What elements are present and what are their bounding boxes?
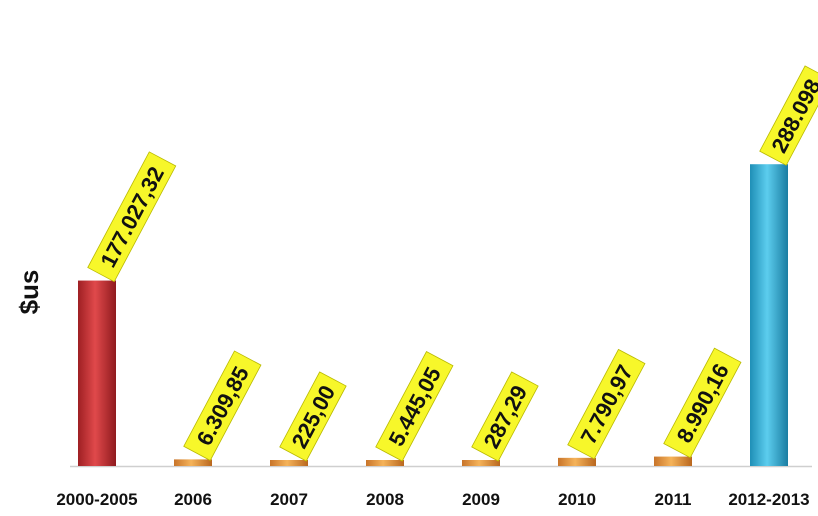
x-tick-label-2000-2005: 2000-2005 <box>56 490 137 509</box>
bar-2006 <box>174 459 212 466</box>
data-label-2009: 287,29 <box>471 371 539 462</box>
data-label-box <box>567 348 646 460</box>
x-tick-label-2011: 2011 <box>655 490 692 509</box>
x-tick-label-2010: 2010 <box>558 490 596 509</box>
data-label-text: 225,00 <box>287 381 341 452</box>
data-label-box <box>279 371 347 462</box>
data-label-2012-2013: 288.098 <box>759 65 818 166</box>
x-tick-labels-group: 2000-2005 2006 2007 2008 2009 2010 2011 2012-20… <box>56 490 809 509</box>
data-label-box <box>663 347 742 459</box>
x-tick-label-2012-2013: 2012-2013 <box>728 490 809 509</box>
bar-2009 <box>462 460 500 466</box>
data-label-2008: 5.445,05 <box>375 351 454 462</box>
bar-2011 <box>654 456 692 466</box>
bars-group <box>78 164 788 466</box>
data-label-2006: 6.309,85 <box>183 350 262 461</box>
x-tick-label-2006: 2006 <box>174 490 212 509</box>
data-label-box <box>87 151 177 283</box>
data-label-text: 177.027,32 <box>95 162 169 271</box>
data-labels-group: 177.027,32 6.309,85 225,00 5.445,05 287,29 7.… <box>87 65 818 462</box>
data-label-2000-2005: 177.027,32 <box>87 151 177 283</box>
x-tick-label-2007: 2007 <box>270 490 308 509</box>
data-label-box <box>759 65 818 166</box>
bar-2008 <box>366 460 404 466</box>
bar-2010 <box>558 457 596 466</box>
y-axis-label: $us <box>14 270 44 315</box>
bar-2012-2013 <box>750 164 788 466</box>
data-label-box <box>183 350 262 461</box>
x-tick-label-2008: 2008 <box>366 490 404 509</box>
data-label-text: 287,29 <box>479 381 533 452</box>
data-label-2010: 7.790,97 <box>567 348 646 460</box>
data-label-2011: 8.990,16 <box>663 347 742 459</box>
bar-2000-2005 <box>78 280 116 466</box>
data-label-2007: 225,00 <box>279 371 347 462</box>
x-tick-label-2009: 2009 <box>462 490 500 509</box>
data-label-box <box>471 371 539 462</box>
data-label-box <box>375 351 454 462</box>
bar-2007 <box>270 460 308 466</box>
